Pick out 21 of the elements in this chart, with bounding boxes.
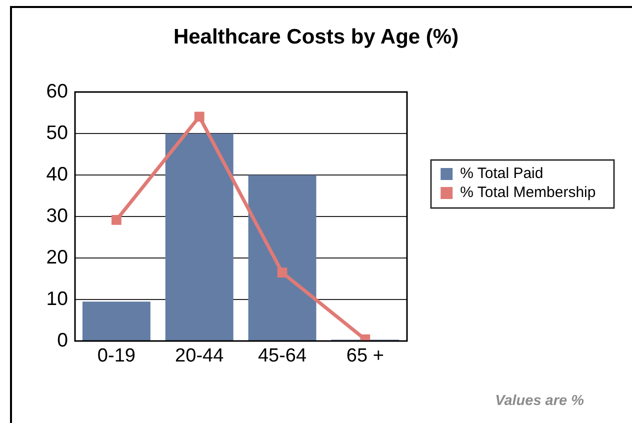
bar [165,134,234,340]
text: Values are % [495,393,584,409]
point [277,268,288,278]
bar [248,175,316,340]
y-tick-label: 10 [46,288,68,310]
point [112,214,122,225]
y-tick-label: 60 [46,80,68,103]
y-tick-label: 20 [46,246,68,268]
x-tick-label: 0-19 [97,346,136,367]
x-tick-label: 20-44 [175,346,224,367]
legend-label: % Total Paid [460,165,544,182]
chart-title: Healthcare Costs by Age (%) [173,25,459,48]
y-tick-label: 30 [46,204,68,227]
legend-label: % Total Membership [460,184,596,202]
x-tick-label: 45-64 [258,346,307,367]
bar [82,302,150,340]
y-tick-label: 40 [46,164,68,186]
y-tick-label: 50 [46,122,68,144]
x-tick-label: 65 + [346,346,384,367]
y-tick-label: 0 [57,329,68,352]
point [194,112,204,122]
